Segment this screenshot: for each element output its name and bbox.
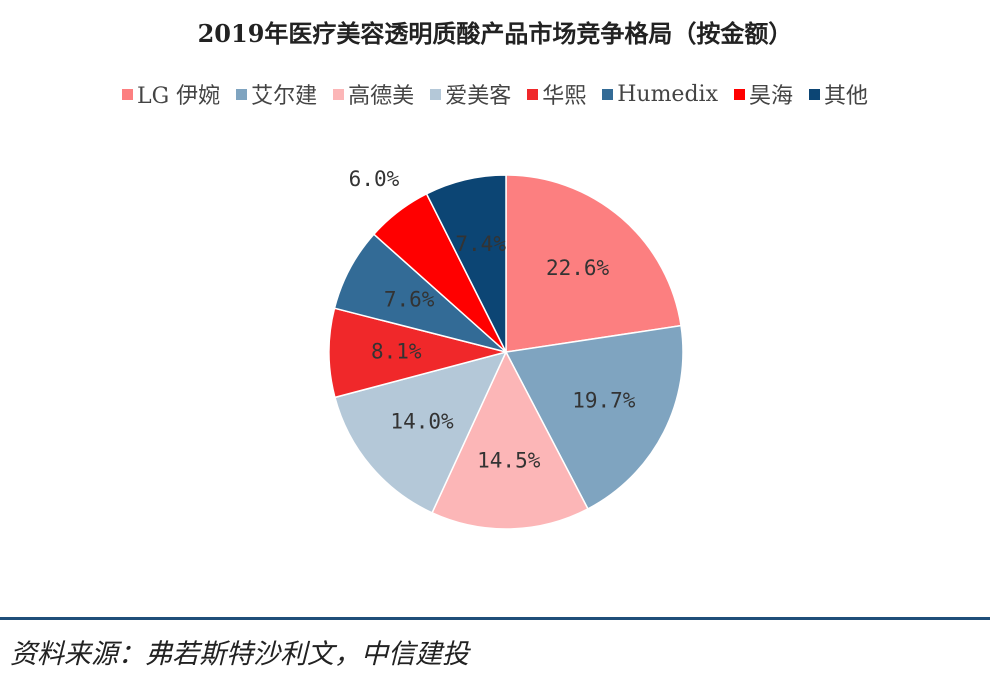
legend-swatch — [527, 88, 539, 100]
legend-label: 爱美客 — [445, 84, 512, 109]
legend-label: 高德美 — [348, 84, 415, 109]
pie-slice — [334, 350, 508, 514]
pie-chart: 22.6% 19.7% 14.5% 14.0% 8.1% 7.6% 6.0% 7.4% — [328, 167, 684, 530]
pie-slice — [431, 350, 589, 530]
legend-swatch — [430, 88, 442, 100]
pie-slice — [425, 174, 507, 353]
chart-legend: LG 伊婉 艾尔建 高德美 爱美客 华熙 Humedix 昊海 其他 — [0, 78, 990, 110]
chart-title: 2019年医疗美容透明质酸产品市场竞争格局（按金额） — [197, 19, 793, 48]
legend-swatch — [236, 88, 248, 100]
pie-slice — [504, 324, 684, 510]
data-label: 19.7% — [572, 389, 636, 413]
legend-swatch — [121, 88, 133, 100]
data-label: 8.1% — [371, 340, 422, 364]
legend-item: 其他 — [809, 78, 868, 110]
legend-swatch — [809, 88, 820, 100]
data-label: 14.0% — [390, 410, 454, 434]
legend-item: LG 伊婉 — [121, 78, 221, 110]
pie-slice — [505, 174, 682, 353]
source-note: 资料来源：弗若斯特沙利文，中信建投 — [10, 639, 469, 670]
legend-label: 华熙 — [542, 84, 587, 109]
legend-swatch — [602, 88, 614, 100]
data-label: 6.0% — [349, 167, 400, 191]
pie-slice — [328, 307, 509, 399]
legend-swatch — [333, 88, 345, 100]
legend-item: 爱美客 — [430, 78, 511, 110]
legend-label: 艾尔建 — [251, 84, 318, 109]
legend-label: 其他 — [824, 84, 869, 109]
legend-item: 艾尔建 — [236, 78, 317, 110]
legend-label: LG 伊婉 — [136, 84, 221, 109]
legend-item: 华熙 — [527, 78, 586, 110]
data-label: 14.5% — [477, 449, 541, 473]
legend-item: 高德美 — [333, 78, 414, 110]
legend-item: 昊海 — [733, 78, 793, 110]
data-label: 7.6% — [384, 287, 435, 311]
legend-item: Humedix — [602, 82, 718, 107]
data-label: 22.6% — [546, 256, 610, 280]
legend-label: Humedix — [617, 81, 718, 107]
data-label: 7.4% — [455, 232, 506, 256]
legend-label: 昊海 — [748, 84, 793, 109]
divider-line — [0, 617, 990, 620]
legend-swatch — [733, 88, 745, 100]
